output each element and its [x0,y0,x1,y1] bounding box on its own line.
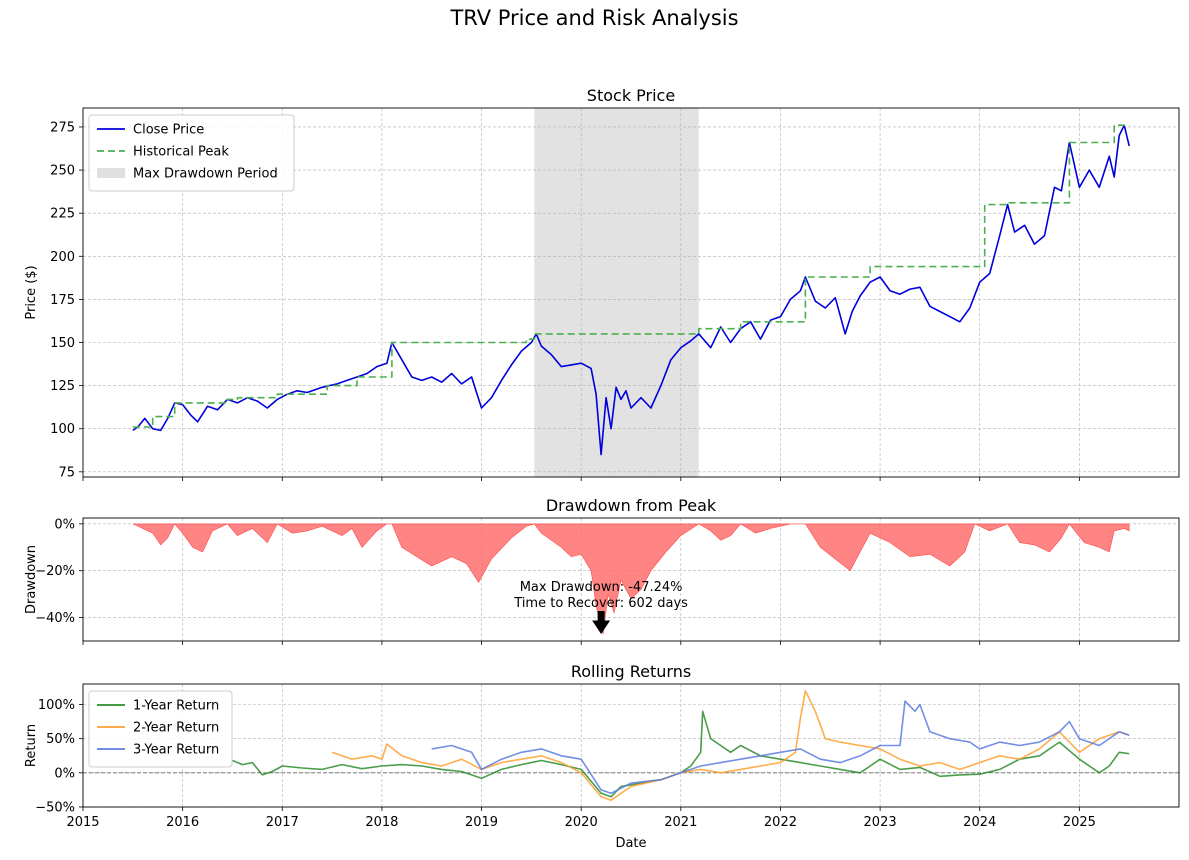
3-year-return-series [431,700,1130,795]
legend-label-2-year-return: 2-Year Return [133,721,219,736]
legend-label-historical-peak: Historical Peak [133,145,229,160]
figure-title: TRV Price and Risk Analysis [450,6,739,30]
price-plot-area [132,124,1130,456]
returns-title: Rolling Returns [571,662,691,681]
returns-legend [88,690,233,768]
returns-panel: Rolling Returns 100% 50% 0% −50%2015 2016 2017… [24,662,1180,851]
annotation-arrow-shaft [597,611,605,623]
returns-xlabel: Date [615,836,646,851]
annotation-arrow-head [592,620,611,635]
price-ytick-label: 250 [50,164,75,179]
returns-xtick-label: 2021 [664,815,697,830]
drawdown-title: Drawdown from Peak [546,496,717,515]
returns-frame [82,683,1180,808]
drawdown-ytick-label: −20% [35,564,75,579]
price-ytick-label: 200 [50,250,75,265]
returns-ytick-label: 0% [54,766,75,781]
returns-ytick-label: 50% [46,732,75,747]
returns-xtick-label: 2023 [864,815,897,830]
price-ytick-label: 125 [50,379,75,394]
returns-xtick-label: 2019 [465,815,498,830]
recovery-time-annotation: Time to Recover: 602 days [513,596,688,611]
drawdown-frame [82,517,1180,642]
legend-swatch-max-drawdown-period [97,168,125,178]
price-ytick-label: 150 [50,336,75,351]
price-ytick-label: 75 [58,465,75,480]
returns-xtick-label: 2018 [365,815,398,830]
returns-xtick-label: 2017 [266,815,299,830]
price-ytick-label: 225 [50,207,75,222]
legend-label-max-drawdown-period: Max Drawdown Period [133,167,278,182]
legend-label-close-price: Close Price [133,123,204,138]
drawdown-ylabel: Drawdown [24,545,39,614]
returns-xtick-label: 2024 [963,815,996,830]
max-drawdown-period-shade [534,108,699,477]
price-ylabel: Price ($) [24,265,39,319]
returns-ytick-label: 100% [38,698,75,713]
legend-label-3-year-return: 3-Year Return [133,743,219,758]
price-frame [82,107,1180,478]
returns-xtick-label: 2016 [166,815,199,830]
drawdown-ytick-label: −40% [35,611,75,626]
drawdown-panel: Drawdown from Peak 0% −20% −40%Drawdown Max … [24,496,1180,645]
max-drawdown-annotation: Max Drawdown: -47.24% [520,580,683,595]
drawdown-series [132,523,1130,635]
price-ytick-label: 175 [50,293,75,308]
returns-xtick-label: 2022 [764,815,797,830]
returns-xtick-label: 2015 [66,815,99,830]
1-year-return-series [232,710,1130,798]
returns-ytick-label: −50% [35,801,75,816]
price-ytick-label: 275 [50,120,75,135]
price-title: Stock Price [587,86,675,105]
price-ytick-label: 100 [50,422,75,437]
price-panel: Stock Price 75 100 125 150 175 200 225 250 275 Pri… [24,86,1180,481]
2-year-return-series [331,689,1130,802]
drawdown-ytick-label: 0% [54,517,75,532]
historical-peak-series [132,124,1130,428]
returns-xtick-label: 2025 [1063,815,1096,830]
close-price-series [132,124,1130,456]
returns-xtick-label: 2020 [565,815,598,830]
legend-label-1-year-return: 1-Year Return [133,699,219,714]
returns-ylabel: Return [24,724,39,767]
price-legend [88,114,295,192]
drawdown-plot-area [132,523,1130,635]
returns-plot-area [232,689,1130,802]
